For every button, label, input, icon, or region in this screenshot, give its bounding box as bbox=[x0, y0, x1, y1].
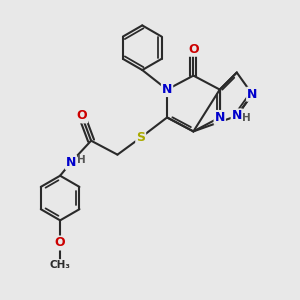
Text: O: O bbox=[188, 43, 199, 56]
Text: O: O bbox=[76, 110, 87, 122]
Text: N: N bbox=[66, 156, 76, 169]
Text: O: O bbox=[55, 236, 65, 250]
Text: N: N bbox=[162, 83, 172, 96]
Text: CH₃: CH₃ bbox=[50, 260, 70, 270]
Text: H: H bbox=[76, 155, 85, 165]
Text: H: H bbox=[242, 113, 251, 123]
Text: N: N bbox=[214, 111, 225, 124]
Text: S: S bbox=[136, 131, 145, 144]
Text: N: N bbox=[247, 88, 257, 101]
Text: N: N bbox=[232, 110, 242, 122]
